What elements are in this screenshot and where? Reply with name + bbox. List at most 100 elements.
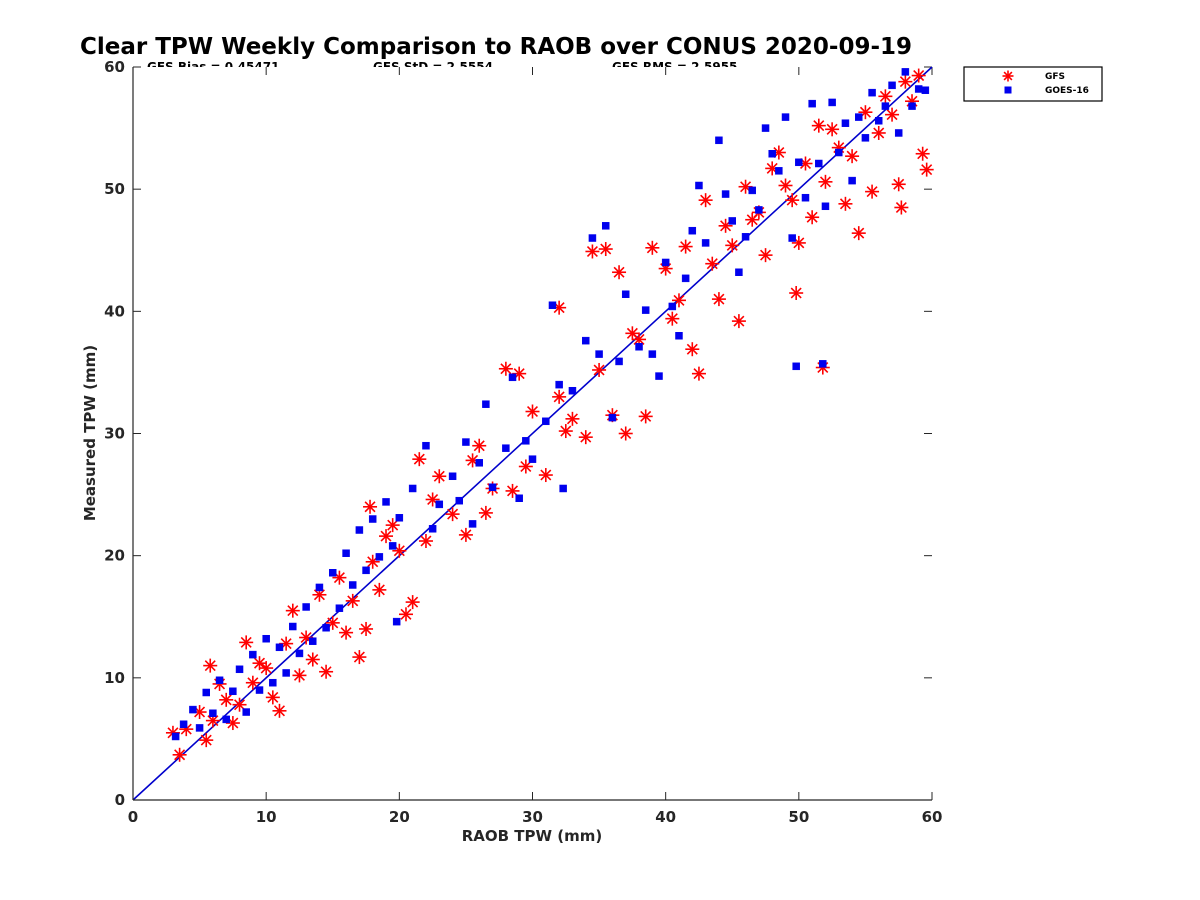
gfs-point [199, 733, 214, 748]
gfs-point [385, 518, 400, 533]
goes16-point [894, 129, 903, 137]
goes16-point [775, 167, 783, 175]
gfs-point [398, 607, 413, 622]
gfs-point [645, 240, 660, 255]
goes16-point [788, 234, 796, 242]
goes16-point [508, 373, 517, 382]
gfs-point [885, 107, 900, 122]
legend: GFS GOES-16 [963, 66, 1103, 102]
gfs-point [838, 196, 853, 211]
goes16-point [748, 186, 756, 195]
legend-gfs-marker [1002, 70, 1014, 82]
goes16-point [282, 669, 290, 677]
gfs-point [865, 184, 880, 199]
goes16-point [901, 68, 910, 76]
reference-line [132, 66, 933, 801]
goes16-point [588, 234, 597, 242]
y-tick-label: 10 [104, 669, 125, 687]
goes16-point [815, 159, 823, 168]
goes16-point [455, 496, 464, 505]
gfs-point [412, 452, 427, 467]
y-tick-label: 0 [115, 791, 125, 809]
gfs-point [778, 178, 793, 193]
goes16-point [382, 498, 390, 506]
goes16-point [171, 732, 180, 741]
legend-label: GOES-16 [1045, 86, 1089, 96]
goes16-point [289, 622, 297, 631]
goes16-point [395, 514, 404, 522]
goes16-point [635, 343, 643, 351]
goes16-point [462, 438, 470, 446]
goes16-point [388, 542, 397, 550]
gfs-point [592, 362, 607, 377]
gfs-point [851, 226, 866, 241]
goes16-point [315, 583, 324, 592]
goes16-point [648, 350, 657, 358]
goes16-point [235, 665, 244, 674]
goes16-point [375, 553, 384, 561]
gfs-point [259, 661, 274, 676]
gfs-point [818, 174, 833, 189]
x-tick-label: 0 [128, 808, 138, 826]
goes16-point [721, 190, 730, 198]
goes16-point [249, 650, 257, 659]
goes16-point [275, 643, 284, 652]
goes16-point [555, 380, 563, 389]
x-tick-label: 10 [256, 808, 277, 826]
goes16-point [348, 581, 357, 589]
goes16-point [559, 484, 567, 493]
gfs-point [891, 177, 906, 192]
goes16-point [795, 158, 803, 167]
goes16-point [322, 623, 330, 632]
goes16-point [681, 274, 690, 283]
gfs-point [785, 193, 800, 208]
goes16-point [528, 455, 537, 463]
goes16-point [568, 386, 577, 395]
goes16-point [781, 113, 790, 121]
goes16-point [921, 86, 930, 94]
gfs-point [552, 389, 567, 404]
series-gfs [165, 68, 934, 762]
goes16-point [821, 202, 830, 211]
gfs-point [345, 593, 360, 608]
goes16-point [792, 362, 800, 371]
x-tick-label: 50 [788, 808, 809, 826]
goes16-point [595, 350, 603, 358]
gfs-point [705, 256, 720, 271]
points-layer [165, 68, 934, 762]
gfs-point [432, 469, 447, 484]
gfs-point [245, 675, 260, 690]
gfs-point [418, 534, 433, 549]
goes16-point [841, 119, 850, 127]
gfs-point [811, 118, 826, 133]
goes16-point [222, 715, 230, 724]
goes16-point [195, 724, 204, 732]
gfs-point [894, 200, 909, 215]
goes16-point [362, 566, 370, 575]
gfs-point [871, 125, 886, 140]
goes16-point [908, 102, 916, 110]
goes16-point [355, 526, 364, 534]
gfs-point [339, 625, 354, 640]
gfs-point [711, 292, 726, 307]
goes16-point [835, 148, 843, 157]
gfs-point [578, 430, 593, 445]
y-tick-label: 50 [104, 180, 125, 198]
gfs-point [825, 122, 840, 137]
goes16-point [502, 444, 510, 452]
y-axis-label: Measured TPW (mm) [81, 345, 99, 521]
gfs-point [239, 635, 254, 650]
gfs-point [678, 239, 693, 254]
gfs-point [618, 426, 633, 441]
chart-title: Clear TPW Weekly Comparison to RAOB over… [80, 34, 912, 60]
goes16-point [715, 136, 723, 145]
goes16-point [229, 687, 237, 696]
gfs-point [598, 242, 613, 257]
goes16-point [695, 181, 703, 190]
gfs-point [285, 603, 300, 618]
goes16-point [741, 233, 750, 241]
goes16-point [242, 708, 250, 716]
goes16-point [768, 149, 776, 158]
gfs-point [691, 366, 706, 381]
